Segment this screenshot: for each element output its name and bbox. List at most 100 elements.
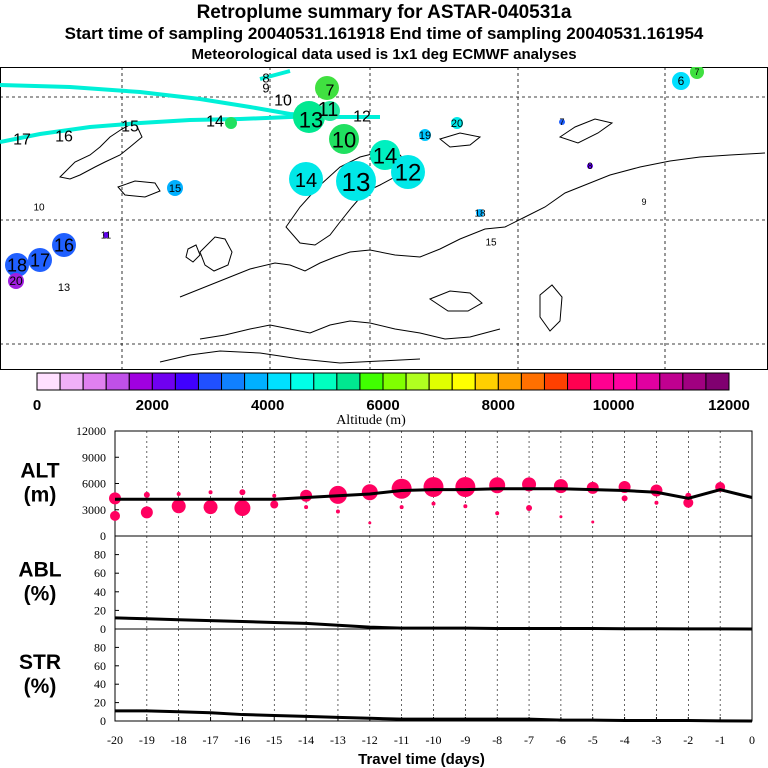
plume-day-label: 17 [30,250,50,270]
plume-day-label: 10 [274,93,292,110]
altitude-point [361,484,378,501]
panel-axis-label: (%) [24,675,57,698]
altitude-point [650,484,663,497]
altitude-point [143,491,150,498]
altitude-point [335,509,340,514]
altitude-point [203,500,218,515]
colorbar-tick-label: 2000 [136,397,169,414]
sampling-times: Start time of sampling 20040531.161918 E… [64,24,704,43]
plume-day-label: 17 [13,132,31,149]
colorbar-swatch [613,372,638,391]
north-africa-coast [159,350,421,364]
altitude-point [526,505,533,511]
altitude-point [463,504,468,509]
x-tick-label: 0 [749,733,755,747]
plume-day-label: 13 [342,167,371,197]
plume-day-label: 16 [55,129,73,146]
caspian-coast [539,284,563,332]
plume-day-label: 14 [206,114,224,131]
x-tick-label: -17 [203,733,219,747]
y-tick-label: 9000 [82,450,106,464]
plume-day-label: 7 [326,83,335,100]
panel-alt: 0 3000 6000 9000 12000 ALT(m) [20,425,753,543]
x-tick-label: -16 [234,733,250,747]
colorbar-swatch [128,372,153,391]
met-data-note: Meteorological data used is 1x1 deg ECMW… [191,46,577,63]
colorbar-swatch [474,372,499,391]
plume-track-top [259,69,291,81]
europe-coast [179,152,766,298]
altitude-point [489,477,506,494]
altitude-point [391,478,412,499]
x-tick-label: -12 [362,733,378,747]
panel-axis-label: (%) [24,583,57,606]
panel-axis-label: ABL [18,559,61,582]
chart-title: Retroplume summary for ASTAR-040531a [196,2,572,23]
plume-day-label: 20 [9,274,23,288]
colorbar-swatch [221,372,246,391]
plume-track-south [0,114,321,144]
plume-day-label: 18 [474,209,486,220]
colorbar-swatch [590,372,615,391]
altitude-point [110,510,120,521]
altitude-point [586,481,599,494]
x-axis-label: Travel time (days) [358,751,485,768]
y-tick-label: 60 [94,566,106,580]
y-tick-label: 20 [94,603,106,617]
panel-axis-label: STR [19,651,61,674]
plume-day-label: 19 [419,130,431,142]
plume-day-label: 13 [58,282,70,294]
british-isles-coast [199,236,233,272]
novaya-zemlya [558,118,614,144]
colorbar-swatch [105,372,130,391]
altitude-point [304,505,309,510]
x-tick-label: -4 [620,733,630,747]
x-tick-label: -11 [394,733,410,747]
altitude-point [368,521,372,525]
altitude-point [171,499,186,514]
colorbar-swatch [636,372,661,391]
altitude-point [140,506,153,519]
plume-day-label: 20 [451,118,463,130]
panel-axis-label: (m) [24,484,57,507]
colorbar-swatch [290,372,315,391]
plume-day-label: 6 [678,74,685,88]
plume-day-label: 15 [485,238,497,249]
y-tick-label: 40 [94,585,106,599]
colorbar-swatch [82,372,107,391]
y-tick-label: 3000 [82,503,106,517]
plume-day-label: 10 [33,203,45,214]
colorbar-swatch [543,372,569,391]
plume-day-label: 15 [169,183,181,195]
y-tick-label: 80 [94,548,106,562]
altitude-point [272,493,277,498]
colorbar-swatch [405,372,430,391]
altitude-point [239,489,246,496]
colorbar-swatch [682,372,707,391]
plume-day-label: 7 [559,117,564,127]
plume-day-label: 10 [332,128,356,153]
plume-day-label: 9 [641,197,646,207]
x-tick-label: -19 [139,733,155,747]
colorbar-swatch [267,372,292,391]
colorbar-swatch [567,372,592,391]
colorbar-swatch [451,372,476,391]
colorbar-tick-label: 0 [33,397,41,414]
plume-day-label: 12 [353,109,371,126]
arctic-islands [438,132,482,148]
map-frame [0,67,768,370]
x-tick-label: -2 [683,733,693,747]
x-tick-label: -8 [492,733,502,747]
altitude-point [431,501,436,506]
altitude-point [654,500,659,505]
colorbar-swatch [244,372,269,391]
y-tick-label: 6000 [82,477,106,491]
altitude-point [683,497,694,508]
colorbar-swatch [36,372,61,391]
greenland-coast [58,121,143,180]
plume-day-label: 11 [101,231,112,242]
plume-day-label: 9 [262,81,269,96]
colorbar-swatch [174,372,199,391]
